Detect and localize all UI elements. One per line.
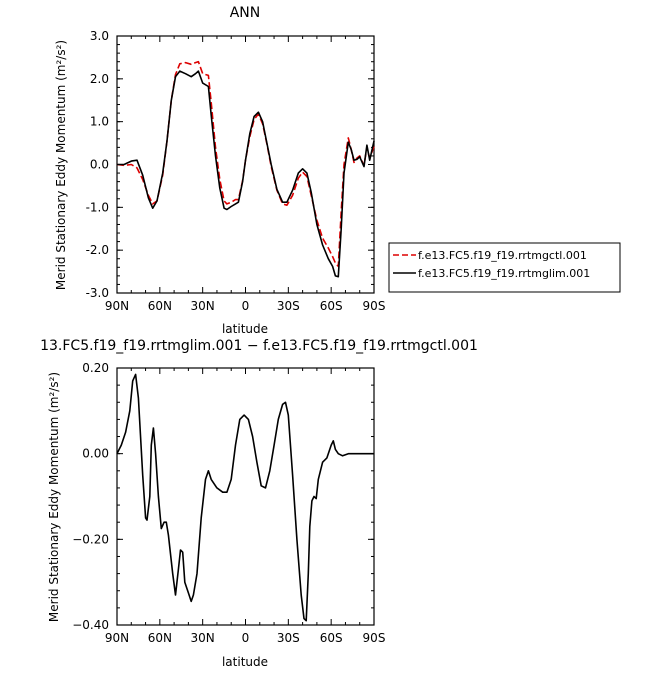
bottom-x-axis: 90N 60N 30N 0 30S 60S 90S xyxy=(105,368,386,645)
legend-label-ctl: f.e13.FC5.f19_f19.rrtmgctl.001 xyxy=(418,249,587,262)
top-x-tick-label: 60N xyxy=(148,299,172,313)
top-x-tick-label: 30N xyxy=(191,299,215,313)
bottom-x-tick-label: 60N xyxy=(148,631,172,645)
bottom-x-tick-label: 0 xyxy=(242,631,250,645)
bottom-chart-title: 13.FC5.f19_f19.rrtmglim.001 − f.e13.FC5.… xyxy=(40,338,478,354)
top-y-tick-label: 0.0 xyxy=(90,158,109,172)
bottom-x-tick-label: 90S xyxy=(363,631,386,645)
bottom-x-tick-label: 90N xyxy=(105,631,129,645)
top-series-line-1 xyxy=(117,70,375,278)
top-x-tick-label: 60S xyxy=(320,299,343,313)
top-chart-title: ANN xyxy=(230,5,261,21)
top-y-tick-label: -1.0 xyxy=(86,200,109,214)
bottom-y-tick-label: −0.20 xyxy=(72,532,109,546)
legend: f.e13.FC5.f19_f19.rrtmgctl.001 f.e13.FC5… xyxy=(388,242,621,293)
bottom-y-axis-label: Merid Stationary Eddy Momentum (m²/s²) xyxy=(47,372,61,622)
top-y-tick-label: -3.0 xyxy=(86,286,109,300)
bottom-x-tick-label: 30S xyxy=(277,631,300,645)
bottom-y-tick-label: −0.40 xyxy=(72,618,109,632)
bottom-y-tick-label: 0.00 xyxy=(82,447,109,461)
top-y-tick-label: 3.0 xyxy=(90,29,109,43)
top-x-tick-label: 0 xyxy=(242,299,250,313)
top-y-axis: -3.0 -2.0 -1.0 0.0 1.0 2.0 3.0 xyxy=(86,29,374,300)
legend-label-lim: f.e13.FC5.f19_f19.rrtmglim.001 xyxy=(418,267,590,280)
bottom-y-tick-label: 0.20 xyxy=(82,361,109,375)
legend-box xyxy=(388,242,621,293)
bottom-y-axis: −0.40 −0.20 0.00 0.20 xyxy=(72,361,374,632)
top-x-axis: 90N 60N 30N 0 30S 60S 90S xyxy=(105,36,386,313)
top-x-tick-label: 30S xyxy=(277,299,300,313)
top-x-tick-label: 90N xyxy=(105,299,129,313)
bottom-x-axis-label: latitude xyxy=(222,655,268,669)
top-y-axis-label: Merid Stationary Eddy Momentum (m²/s²) xyxy=(54,40,68,290)
top-y-tick-label: 2.0 xyxy=(90,72,109,86)
bottom-x-tick-label: 60S xyxy=(320,631,343,645)
top-y-tick-label: 1.0 xyxy=(90,115,109,129)
bottom-panel: 13.FC5.f19_f19.rrtmglim.001 − f.e13.FC5.… xyxy=(40,338,478,669)
top-series-lines xyxy=(116,60,375,278)
bottom-series-line-0 xyxy=(116,373,374,622)
top-y-tick-label: -2.0 xyxy=(86,243,109,257)
bottom-plot-frame xyxy=(116,367,375,626)
top-panel: ANN 90N 60N 30N 0 30S 60S 90S -3.0 -2.0 -1.0 0.0 1… xyxy=(54,5,621,336)
top-x-tick-label: 90S xyxy=(363,299,386,313)
bottom-x-tick-label: 30N xyxy=(191,631,215,645)
top-x-axis-label: latitude xyxy=(222,322,268,336)
bottom-series-lines xyxy=(116,373,374,622)
